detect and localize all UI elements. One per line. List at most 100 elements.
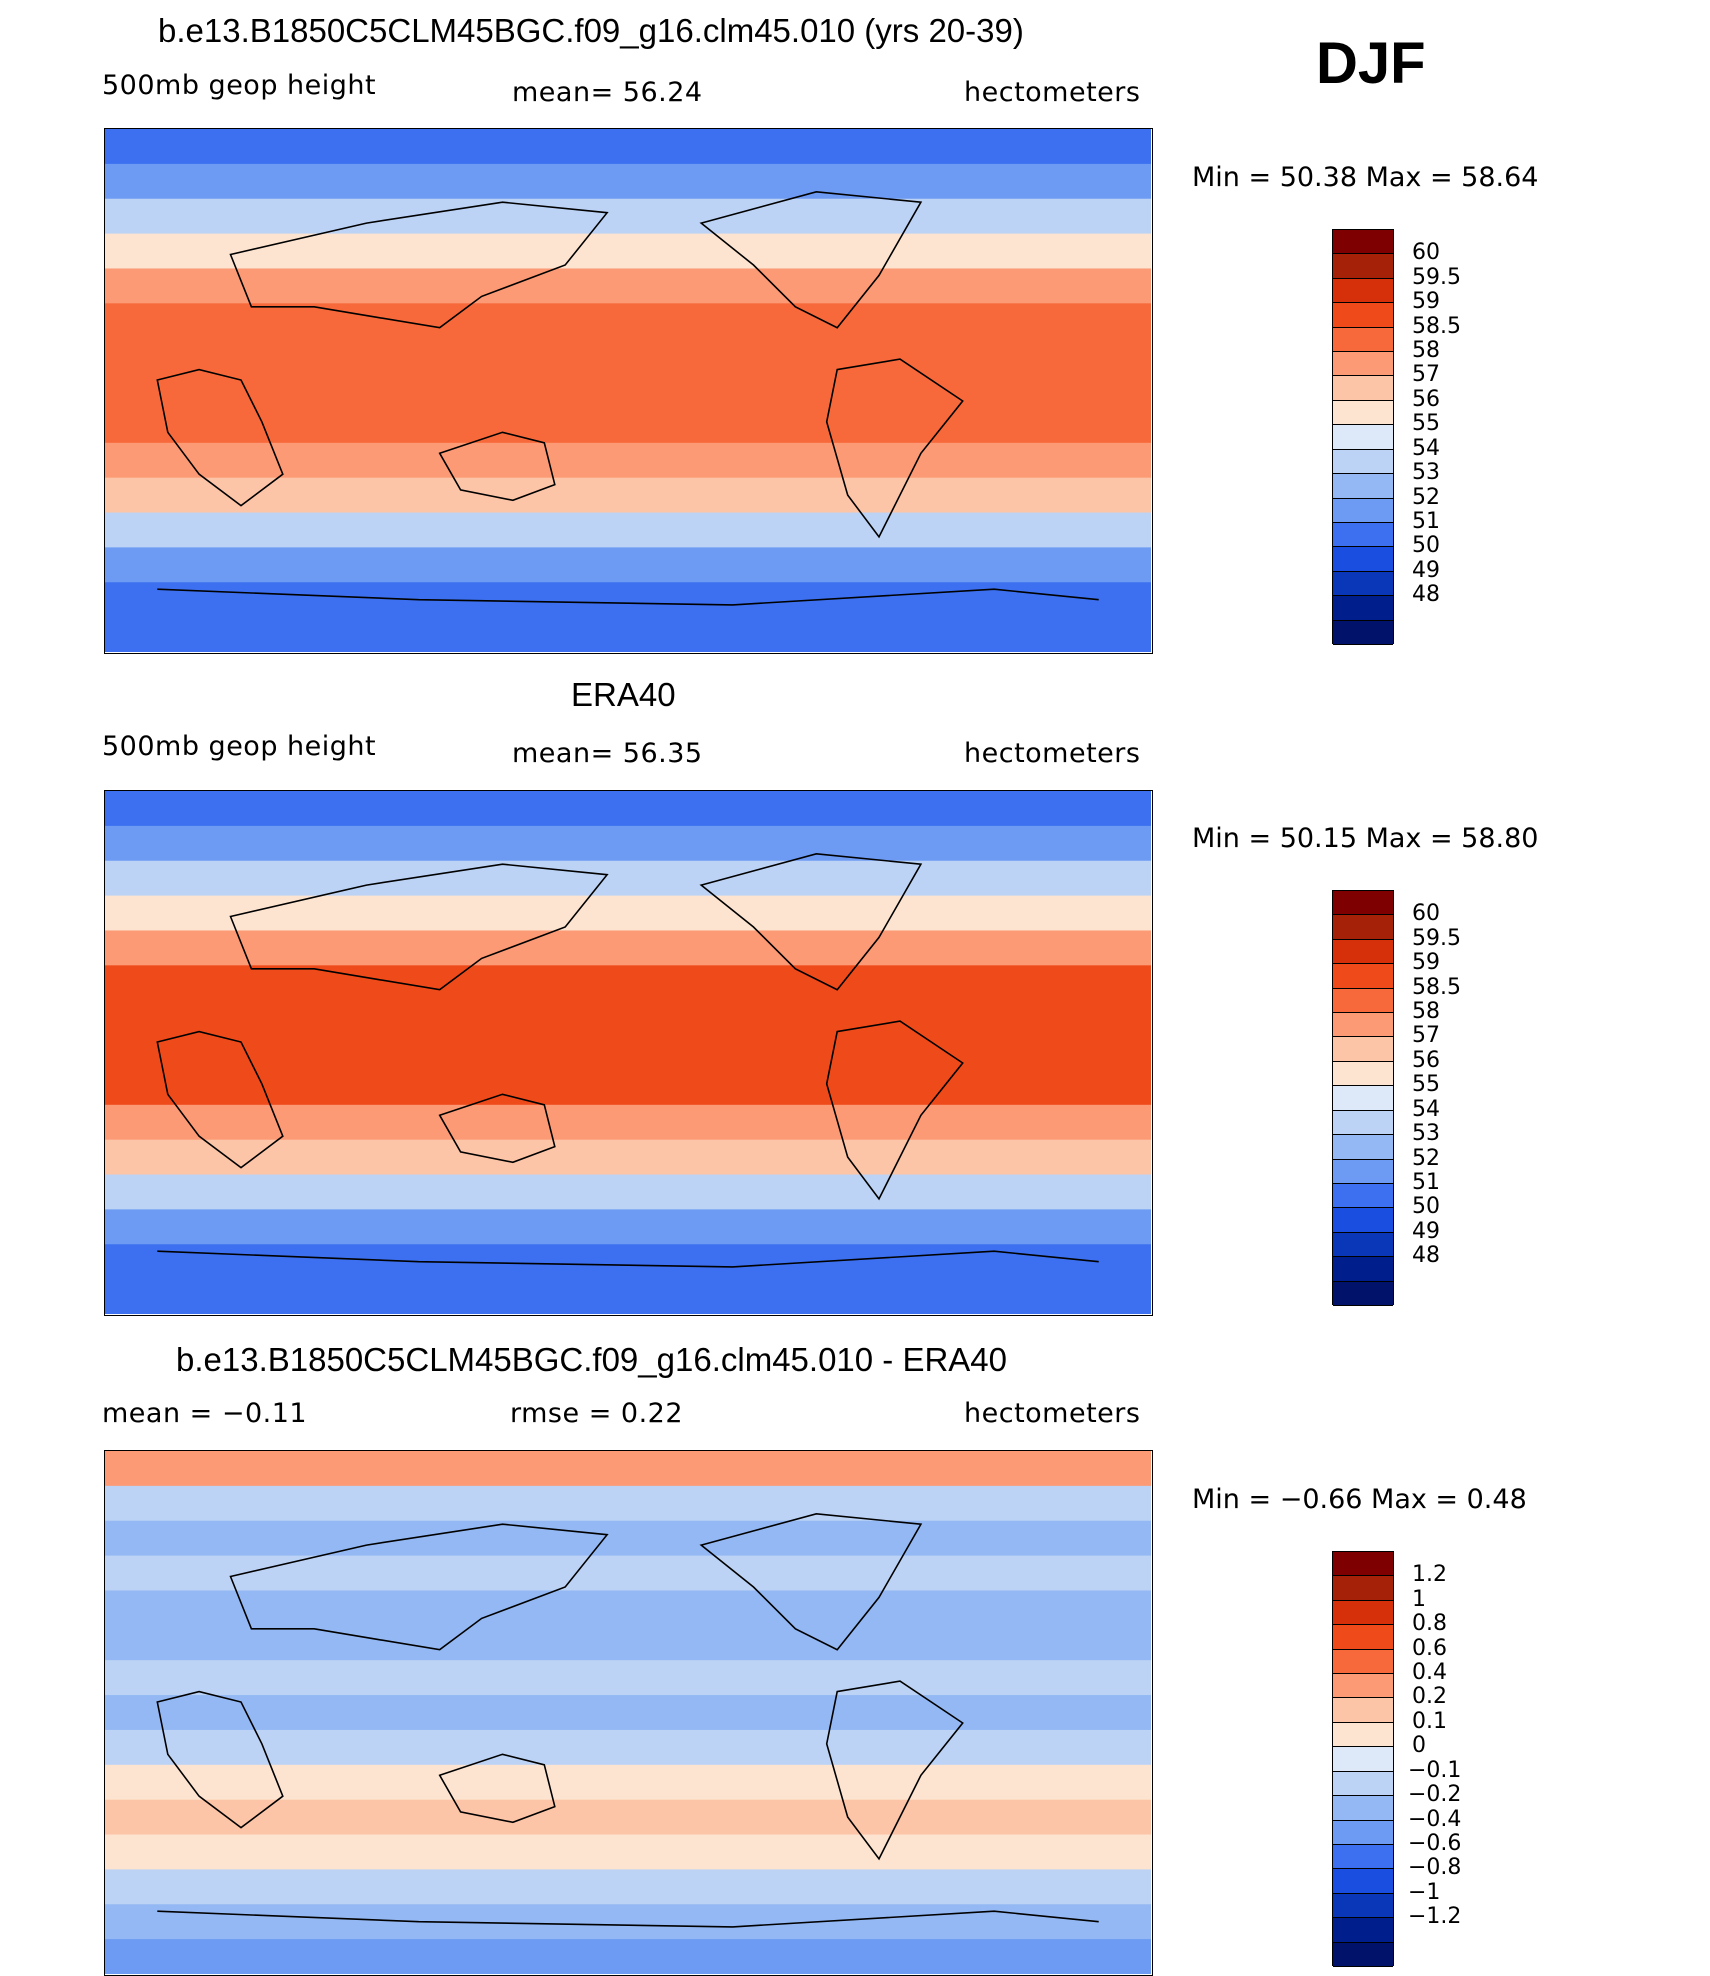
contour-band [105, 1000, 1151, 1037]
contour-band [105, 1104, 1151, 1141]
contour-band [105, 1660, 1151, 1697]
colorbar-cell [1333, 1208, 1393, 1233]
colorbar-label: 1.2 [1412, 1562, 1447, 1588]
colorbar-label: 57 [1412, 1023, 1440, 1049]
colorbar-label: −1 [1408, 1879, 1441, 1905]
coastline [438, 1753, 556, 1824]
colorbar-label: 0.8 [1412, 1611, 1447, 1637]
contour-band [105, 198, 1151, 235]
colorbar-cell [1333, 1600, 1393, 1626]
colorbar-cell [1333, 1869, 1393, 1894]
contour-band [105, 1799, 1151, 1836]
contour-band [105, 1520, 1151, 1557]
colorbar-label: 59.5 [1412, 264, 1461, 290]
colorbar-cell [1333, 1159, 1393, 1184]
colorbar-cell [1333, 891, 1393, 916]
panel-1-map [104, 128, 1153, 654]
colorbar-cell [1333, 1281, 1393, 1306]
colorbar-label: 55 [1412, 411, 1440, 437]
colorbar-cell [1333, 1893, 1393, 1919]
contour-band [105, 895, 1151, 932]
colorbar-cell [1333, 988, 1393, 1014]
panel-2-title: ERA40 [571, 676, 676, 713]
colorbar-cell [1333, 1844, 1393, 1870]
colorbar-cell [1333, 1061, 1393, 1087]
panel-1-title: b.e13.B1850C5CLM45BGC.f09_g16.clm45.010 … [158, 12, 1024, 49]
colorbar-label: 50 [1412, 533, 1440, 559]
colorbar-label: 0.2 [1412, 1684, 1447, 1710]
colorbar-label: 51 [1412, 1169, 1440, 1195]
colorbar-label: 60 [1412, 240, 1440, 266]
colorbar-cell [1333, 1135, 1393, 1160]
colorbar-label: 0.4 [1412, 1660, 1447, 1686]
contour-band [105, 860, 1151, 897]
coastline [229, 1523, 609, 1651]
colorbar-label: −0.1 [1408, 1757, 1462, 1783]
panel-2-min-max: Min = 50.15 Max = 58.80 [1192, 823, 1539, 854]
panel-2-mean-label: mean= 56.35 [512, 738, 703, 769]
colorbar-cell [1333, 1796, 1393, 1821]
coastline [699, 1512, 923, 1651]
contour-band [105, 1729, 1151, 1766]
contour-band [105, 547, 1151, 584]
contour-band [105, 1279, 1151, 1314]
colorbar-cell [1333, 1183, 1393, 1209]
colorbar-label: 58.5 [1412, 313, 1461, 339]
colorbar-cell [1333, 254, 1393, 279]
colorbar-cell [1333, 1037, 1393, 1062]
colorbar-cell [1333, 327, 1393, 353]
panel-1-variable-label: 500mb geop height [102, 70, 377, 101]
colorbar-label: −0.6 [1408, 1830, 1462, 1856]
contour-band [105, 1625, 1151, 1662]
coastline [156, 368, 284, 507]
panel-3-map-svg [105, 1451, 1151, 1974]
colorbar-cell [1333, 1257, 1393, 1282]
colorbar-label: 49 [1412, 557, 1440, 583]
panel-2-map-svg [105, 791, 1151, 1314]
colorbar-label: 51 [1412, 508, 1440, 534]
colorbar-cell [1333, 1747, 1393, 1772]
colorbar-cell [1333, 303, 1393, 328]
panel-1-colorbar [1332, 229, 1394, 645]
colorbar-cell [1333, 425, 1393, 450]
panel-3-min-max: Min = −0.66 Max = 0.48 [1192, 1484, 1527, 1515]
contour-band [105, 1834, 1151, 1871]
colorbar-cell [1333, 522, 1393, 548]
panel-2-units-label: hectometers [964, 738, 1141, 769]
colorbar-label: −0.2 [1408, 1782, 1462, 1808]
colorbar-label: −0.8 [1408, 1855, 1462, 1881]
colorbar-label: 58 [1412, 999, 1440, 1025]
coastline [825, 1020, 964, 1201]
panel-1-map-svg [105, 129, 1151, 652]
contour-band [105, 1939, 1151, 1974]
coastline [157, 588, 1099, 606]
colorbar-label: 1 [1412, 1586, 1426, 1612]
panel-3-colorbar [1332, 1551, 1394, 1967]
contour-band [105, 1764, 1151, 1801]
colorbar-cell [1333, 915, 1393, 940]
colorbar-cell [1333, 498, 1393, 523]
contour-band [105, 268, 1151, 305]
colorbar-label: 0.6 [1412, 1635, 1447, 1661]
colorbar-label: 54 [1412, 1096, 1440, 1122]
colorbar-cell [1333, 1674, 1393, 1699]
panel-2-colorbar [1332, 890, 1394, 1306]
colorbar-cell [1333, 400, 1393, 426]
colorbar-label: 48 [1412, 1243, 1440, 1269]
colorbar-cell [1333, 1722, 1393, 1748]
colorbar-label: 59 [1412, 289, 1440, 315]
contour-band [105, 1451, 1151, 1487]
coastline [229, 201, 609, 329]
contour-band [105, 791, 1151, 827]
colorbar-label: 58 [1412, 338, 1440, 364]
colorbar-cell [1333, 1942, 1393, 1967]
colorbar-label: 53 [1412, 1121, 1440, 1147]
colorbar-label: 59 [1412, 950, 1440, 976]
colorbar-label: 54 [1412, 435, 1440, 461]
colorbar-cell [1333, 1086, 1393, 1111]
contour-band [105, 1035, 1151, 1071]
contour-band [105, 477, 1151, 514]
colorbar-cell [1333, 596, 1393, 621]
coastline [157, 1910, 1099, 1928]
coastline [438, 1093, 556, 1164]
